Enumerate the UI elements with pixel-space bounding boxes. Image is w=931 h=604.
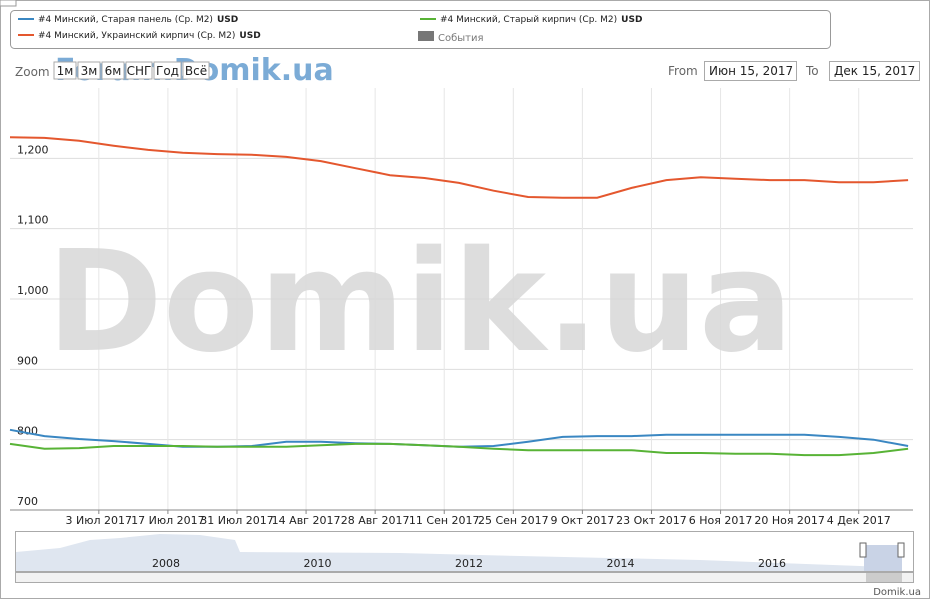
navigator-handle[interactable]: [859, 542, 867, 558]
x-tick-label: 3 Июл 2017: [66, 514, 133, 527]
zoom-button[interactable]: [153, 61, 182, 80]
scrollbar-thumb[interactable]: [866, 573, 902, 582]
from-input[interactable]: [704, 61, 797, 81]
corner-tab: [0, 0, 17, 7]
legend-name: #4 Минский, Старый кирпич (Ср. М2): [440, 15, 617, 25]
events-swatch: [418, 31, 434, 41]
legend-name: #4 Минский, Старая панель (Ср. М2): [38, 15, 213, 25]
x-tick-label: 28 Авг 2017: [341, 514, 410, 527]
zoom-button[interactable]: [101, 61, 125, 80]
zoom-button-label[interactable]: 3м: [81, 64, 98, 78]
legend-entry: #4 Минский, Старая панель (Ср. М2) USD: [38, 15, 238, 25]
series-line: [9, 136, 909, 199]
navigator-handle[interactable]: [897, 542, 905, 558]
zoom-button[interactable]: [125, 61, 153, 80]
legend-box: [10, 10, 831, 49]
series-line: [9, 442, 909, 457]
y-tick-label: 1,200: [17, 143, 49, 156]
x-tick-label: 20 Ноя 2017: [754, 514, 825, 527]
y-tick-label: 700: [17, 495, 38, 508]
navigator-label: 2012: [455, 557, 483, 570]
navigator-window[interactable]: [864, 545, 902, 571]
legend-unit: USD: [621, 15, 642, 25]
navigator-area: [16, 534, 900, 571]
navigator-label: 2008: [152, 557, 180, 570]
x-tick-label: 31 Июл 2017: [200, 514, 274, 527]
legend-unit: USD: [217, 15, 238, 25]
y-tick-label: 1,100: [17, 214, 49, 227]
zoom-button-label[interactable]: Всё: [185, 64, 207, 78]
zoom-button-label[interactable]: СНГ: [127, 64, 152, 78]
x-tick-label: 4 Дек 2017: [827, 514, 891, 527]
navigator-label: 2010: [304, 557, 332, 570]
navigator-label: 2014: [607, 557, 635, 570]
watermark: Domik.ua: [47, 221, 794, 384]
legend-entry: #4 Минский, Старый кирпич (Ср. М2) USD: [440, 15, 642, 25]
x-tick-label: 17 Июл 2017: [131, 514, 205, 527]
to-value[interactable]: Дек 15, 2017: [834, 64, 915, 78]
legend-entry: #4 Минский, Украинский кирпич (Ср. М2) US…: [38, 31, 261, 41]
from-value[interactable]: Июн 15, 2017: [709, 64, 793, 78]
x-tick-label: 23 Окт 2017: [616, 514, 687, 527]
x-tick-label: 25 Сен 2017: [478, 514, 549, 527]
zoom-label: Zoom: [15, 65, 50, 79]
zoom-button[interactable]: [182, 61, 210, 80]
x-tick-label: 9 Окт 2017: [551, 514, 615, 527]
legend-unit: USD: [239, 31, 260, 41]
navigator-label: 2016: [758, 557, 786, 570]
to-input[interactable]: [829, 61, 920, 81]
zoom-button[interactable]: [77, 61, 101, 80]
x-tick-label: 6 Ноя 2017: [689, 514, 753, 527]
x-tick-label: 11 Сен 2017: [409, 514, 480, 527]
y-tick-label: 900: [17, 354, 38, 367]
to-label: To: [805, 64, 819, 78]
x-tick-label: 14 Авг 2017: [272, 514, 341, 527]
scrollbar[interactable]: [15, 572, 914, 583]
footer: Domik.ua: [873, 587, 921, 598]
events-label: События: [438, 33, 484, 44]
zoom-button-label[interactable]: 6м: [105, 64, 122, 78]
zoom-button-label[interactable]: 1м: [57, 64, 74, 78]
zoom-button[interactable]: [53, 61, 77, 80]
y-tick-label: 1,000: [17, 284, 49, 297]
zoom-button-label[interactable]: Год: [156, 64, 179, 78]
legend-name: #4 Минский, Украинский кирпич (Ср. М2): [38, 31, 235, 41]
from-label: From: [668, 64, 698, 78]
